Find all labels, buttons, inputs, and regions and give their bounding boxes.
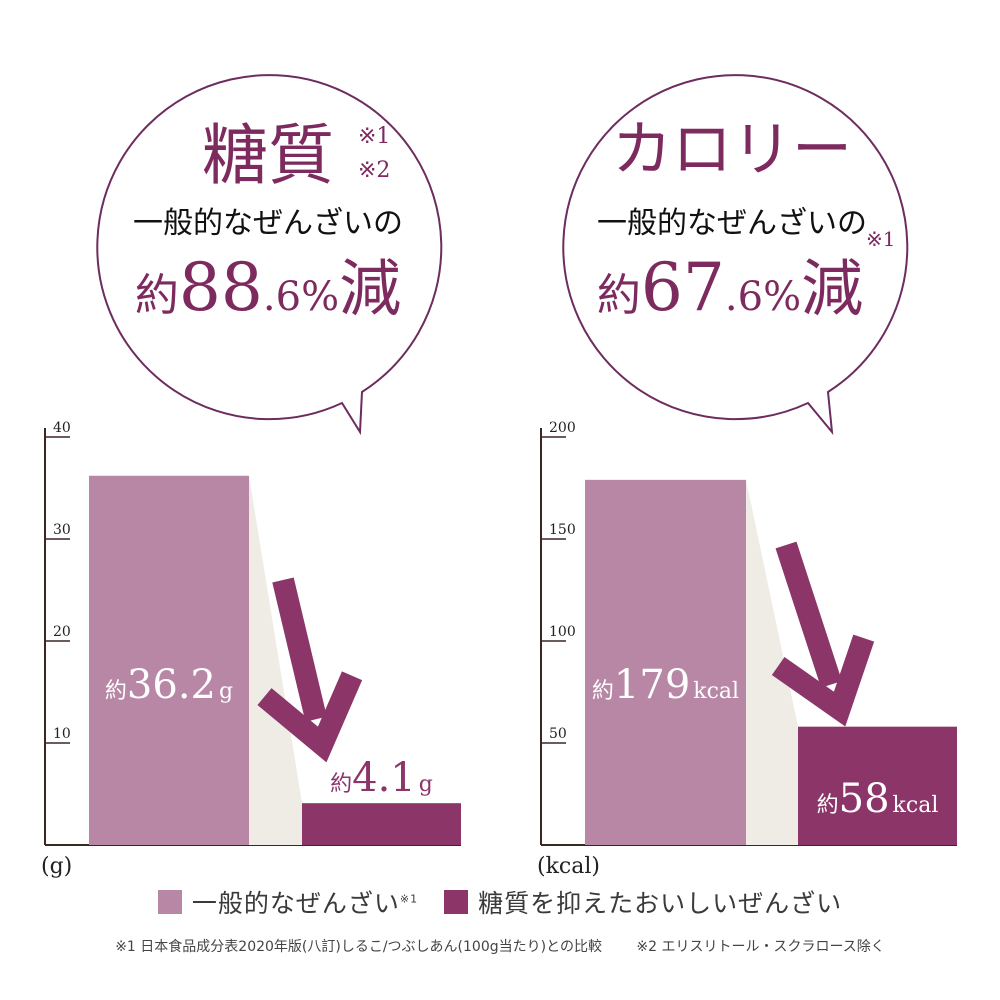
chart-legend: 一般的なぜんざい※1 糖質を抑えたおいしいぜんざい: [0, 886, 1000, 918]
data-label-reduced: 約4.1 g: [330, 755, 433, 801]
down-arrow-shaft: [775, 541, 842, 688]
y-tick-label: 30: [53, 522, 71, 538]
bubble-subtitle: 一般的なぜんざいの: [133, 206, 403, 241]
footnotes: ※1 日本食品成分表2020年版(八訂)しるこ/つぶしあん(100g当たり)との…: [0, 936, 1000, 956]
title-note-2: ※2: [358, 158, 390, 183]
legend-item-general: 一般的なぜんざい※1: [157, 884, 419, 920]
bubble-outline: [96, 74, 443, 436]
bubble-reduction-value: 約88.6%減: [135, 249, 401, 326]
y-tick-label: 50: [549, 726, 567, 742]
bubble-subtitle: 一般的なぜんざいの: [597, 206, 867, 241]
y-tick-label: 100: [549, 624, 576, 640]
y-tick-label: 150: [549, 522, 576, 538]
speech-bubble-calorie: カロリー 一般的なぜんざいの ※1 約67.6%減: [562, 74, 909, 436]
legend-item-reduced: 糖質を抑えたおいしいぜんざい: [444, 884, 842, 920]
bar-general: [585, 479, 746, 845]
down-arrow-head: [771, 634, 875, 727]
y-tick-label: 20: [53, 624, 71, 640]
sugar-chart: 10 20 30 40 (g) 約36.2 g 約4.1 g: [41, 420, 461, 879]
y-tick-label: 10: [53, 726, 71, 742]
down-arrow-head: [257, 671, 363, 763]
unit-label: (kcal): [537, 854, 600, 879]
y-tick-label: 40: [53, 420, 71, 436]
y-tick-label: 200: [549, 420, 576, 436]
bar-reduced: [302, 803, 461, 845]
bar-general: [89, 475, 249, 845]
bubble-reduction-value: 約67.6%減: [597, 249, 863, 326]
footnote-2: ※2 エリスリトール・スクラロース除く: [636, 939, 885, 955]
bubble-title: カロリー: [612, 115, 852, 185]
legend-label-general: 一般的なぜんざい※1: [191, 889, 419, 918]
legend-swatch-reduced: [444, 890, 469, 914]
subtitle-note: ※1: [866, 227, 895, 251]
data-label-general: 約36.2 g: [105, 662, 233, 708]
unit-label: (g): [41, 854, 72, 879]
legend-swatch-general: [157, 890, 182, 914]
calorie-chart: 50 100 150 200 (kcal) 約179 kcal 約58 kcal: [537, 420, 957, 879]
bubble-title: 糖質: [202, 117, 334, 194]
connector-wedge: [249, 475, 302, 845]
title-note-1: ※1: [358, 124, 390, 149]
speech-bubble-sugar: 糖質 ※1 ※2 一般的なぜんざいの 約88.6%減: [96, 74, 443, 436]
connector-wedge: [746, 479, 798, 845]
data-label-general: 約179 kcal: [592, 662, 739, 708]
data-label-reduced: 約58 kcal: [817, 776, 939, 822]
down-arrow-shaft: [272, 577, 327, 722]
bubble-outline: [562, 74, 909, 436]
footnote-1: ※1 日本食品成分表2020年版(八訂)しるこ/つぶしあん(100g当たり)との…: [115, 939, 602, 955]
legend-label-reduced: 糖質を抑えたおいしいぜんざい: [478, 889, 843, 918]
bar-reduced: [798, 726, 957, 845]
